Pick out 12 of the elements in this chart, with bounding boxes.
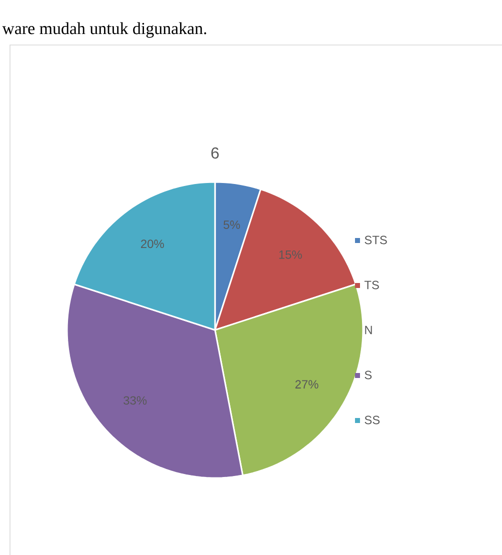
data-label: 5%: [224, 220, 240, 229]
chart-title: 6: [211, 147, 219, 159]
data-label: 33%: [124, 396, 147, 405]
data-label: 27%: [295, 380, 318, 389]
legend-label: S: [364, 370, 372, 380]
legend-label: STS: [364, 236, 387, 244]
data-label: 20%: [141, 240, 164, 248]
legend-label: TS: [364, 280, 379, 290]
data-label: 15%: [279, 250, 302, 259]
text: ware mudah untuk digunakan.: [2, 22, 206, 38]
legend-label: SS: [364, 416, 380, 424]
slice-label: N: [365, 326, 372, 334]
